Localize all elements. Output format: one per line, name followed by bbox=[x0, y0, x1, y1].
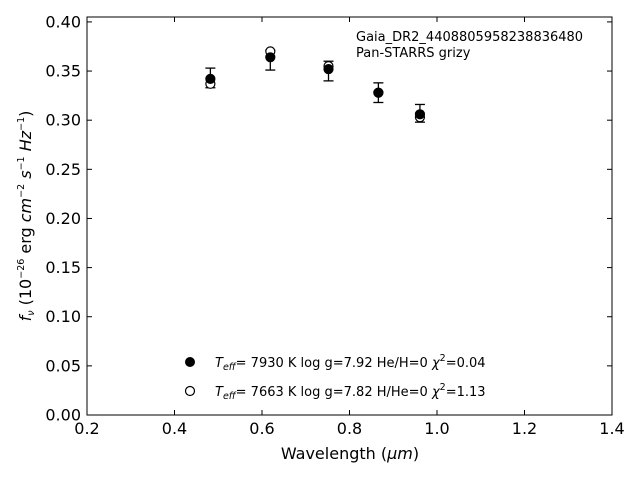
model-point-filled bbox=[323, 63, 334, 75]
y-label-hz: Hz bbox=[16, 130, 35, 151]
y-tick-label: 0.40 bbox=[45, 12, 81, 31]
legend-entry-1: Teff= 7930 K log g=7.92 He/H=0 χ2=0.04 bbox=[215, 353, 486, 373]
model-point-filled bbox=[265, 52, 276, 63]
y-label-open: (10 bbox=[16, 279, 35, 311]
y-label-s-exp: −1 bbox=[16, 156, 27, 170]
legend-marker-filled bbox=[185, 357, 195, 367]
y-label-cm-exp: −2 bbox=[16, 184, 27, 198]
model-point-filled bbox=[205, 73, 216, 85]
data-points bbox=[205, 46, 426, 123]
legend-2-chi-value: =1.13 bbox=[446, 385, 486, 400]
legend-marker-open bbox=[184, 385, 196, 397]
y-label-cm: cm bbox=[16, 198, 35, 222]
y-tick-label: 0.25 bbox=[45, 160, 81, 179]
x-tick-label: 1.0 bbox=[424, 419, 449, 438]
x-axis-label-unit: μm bbox=[386, 444, 413, 463]
annotation-object-name: Gaia_DR2_4408805958238836480 bbox=[356, 30, 583, 45]
y-tick-label: 0.35 bbox=[45, 62, 81, 81]
legend-1-teff-symbol: T bbox=[215, 356, 224, 371]
legend-2-teff-subscript: eff bbox=[223, 391, 237, 402]
legend-2-teff-symbol: T bbox=[215, 385, 224, 400]
x-tick-labels: 0.2 0.4 0.6 0.8 1.0 1.2 1.4 bbox=[74, 419, 624, 438]
x-axis-label-suffix: ) bbox=[413, 444, 419, 463]
legend-1-params: = 7930 K log g=7.92 He/H=0 bbox=[236, 356, 432, 371]
x-tick-label: 0.6 bbox=[249, 419, 274, 438]
y-tick-label: 0.20 bbox=[45, 209, 81, 228]
y-label-hz-exp: −1 bbox=[16, 117, 27, 131]
legend-2-params: = 7663 K log g=7.82 H/He=0 bbox=[236, 385, 432, 400]
x-axis-label: Wavelength (μm) bbox=[281, 444, 419, 463]
model-point-filled bbox=[414, 109, 426, 120]
annotation-survey: Pan-STARRS grizy bbox=[356, 46, 471, 61]
x-tick-label: 1.4 bbox=[599, 419, 624, 438]
x-tick-label: 0.4 bbox=[162, 419, 187, 438]
legend: Teff= 7930 K log g=7.92 He/H=0 χ2=0.04 T… bbox=[184, 353, 486, 402]
legend-1-chi-symbol: χ bbox=[431, 356, 441, 371]
error-bars bbox=[205, 49, 425, 123]
y-tick-label: 0.00 bbox=[45, 406, 81, 425]
legend-entry-2: Teff= 7663 K log g=7.82 H/He=0 χ2=1.13 bbox=[215, 382, 486, 402]
y-label-s: s bbox=[16, 170, 35, 178]
y-label-exponent: −26 bbox=[16, 259, 27, 279]
x-tick-label: 1.2 bbox=[512, 419, 537, 438]
y-tick-label: 0.05 bbox=[45, 356, 81, 375]
legend-1-teff-subscript: eff bbox=[223, 362, 237, 373]
model-point-filled bbox=[373, 87, 384, 98]
y-tick-label: 0.15 bbox=[45, 258, 81, 277]
legend-2-chi-symbol: χ bbox=[431, 385, 441, 400]
y-tick-labels: 0.00 0.05 0.10 0.15 0.20 0.25 0.30 0.35 0.40 bbox=[45, 12, 81, 424]
legend-1-chi-superscript: 2 bbox=[440, 353, 446, 364]
legend-1-chi-value: =0.04 bbox=[446, 356, 486, 371]
y-tick-label: 0.30 bbox=[45, 111, 81, 130]
y-label-close: ) bbox=[16, 111, 35, 117]
y-label-symbol: f bbox=[16, 313, 35, 321]
x-axis-label-prefix: Wavelength ( bbox=[281, 444, 387, 463]
y-axis-label: fν (10−26 erg cm−2 s−1 Hz−1) bbox=[16, 111, 37, 322]
y-tick-label: 0.10 bbox=[45, 307, 81, 326]
axis-ticks bbox=[86, 17, 613, 416]
legend-2-chi-superscript: 2 bbox=[440, 382, 446, 393]
y-label-erg: erg bbox=[16, 222, 35, 258]
y-label-symbol-sub: ν bbox=[26, 310, 37, 316]
x-tick-label: 0.2 bbox=[74, 419, 99, 438]
x-tick-label: 0.8 bbox=[337, 419, 362, 438]
